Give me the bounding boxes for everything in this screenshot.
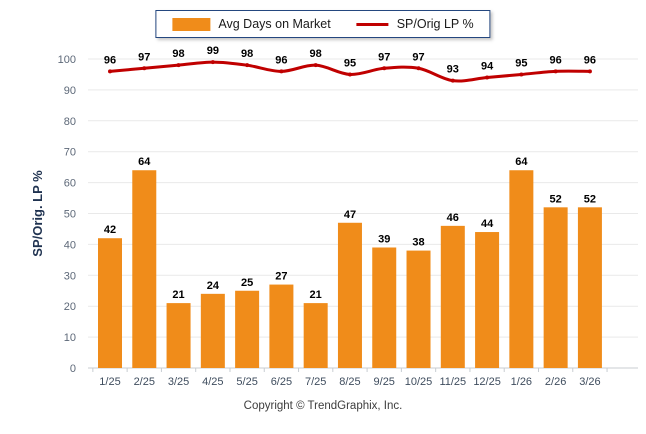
bar-value-label: 38 — [412, 237, 424, 249]
x-tick-label: 8/25 — [339, 376, 360, 388]
bar — [543, 207, 568, 368]
line-value-label: 96 — [584, 54, 596, 66]
bar-value-label: 27 — [275, 271, 287, 283]
line-point-marker — [210, 60, 215, 65]
line-point-marker — [176, 63, 181, 68]
line-point-marker — [587, 69, 592, 74]
y-tick-label: 0 — [70, 363, 76, 375]
line-value-label: 98 — [241, 48, 253, 60]
line-point-marker — [279, 69, 284, 74]
bar — [132, 170, 157, 368]
line-point-marker — [485, 75, 490, 80]
bar-value-label: 42 — [104, 224, 116, 236]
line-value-label: 98 — [172, 48, 184, 60]
line-point-marker — [416, 66, 421, 71]
line-point-marker — [382, 66, 387, 71]
bar-value-label: 39 — [378, 233, 390, 245]
bar — [303, 303, 328, 368]
bar — [269, 284, 294, 368]
x-tick-label: 2/26 — [545, 376, 566, 388]
line-value-label: 96 — [275, 54, 287, 66]
line-point-marker — [347, 72, 352, 77]
bar — [235, 290, 260, 368]
x-tick-label: 4/25 — [202, 376, 223, 388]
line-point-marker — [108, 69, 112, 74]
bar-value-label: 64 — [515, 156, 528, 168]
y-tick-label: 80 — [64, 116, 76, 128]
y-axis-title: SP/Orig. LP % — [30, 170, 45, 257]
bar — [440, 225, 465, 368]
line-point-marker — [313, 63, 318, 68]
legend: Avg Days on Market SP/Orig LP % — [155, 10, 491, 38]
line-value-label: 97 — [138, 51, 150, 63]
bar-value-label: 44 — [481, 218, 494, 230]
y-tick-label: 20 — [64, 301, 76, 313]
line-value-label: 94 — [481, 61, 494, 73]
x-tick-label: 6/25 — [271, 376, 292, 388]
line-value-label: 95 — [344, 57, 356, 69]
x-tick-label: 1/25 — [99, 376, 120, 388]
line-value-label: 95 — [515, 57, 527, 69]
bar — [406, 250, 431, 368]
bar-value-label: 47 — [344, 209, 356, 221]
line-value-label: 97 — [378, 51, 390, 63]
x-tick-label: 10/25 — [405, 376, 433, 388]
x-tick-label: 12/25 — [473, 376, 501, 388]
line-value-label: 99 — [207, 45, 219, 57]
bar-value-label: 24 — [207, 280, 220, 292]
bar — [166, 303, 191, 368]
line-series-label: SP/Orig LP % — [396, 17, 474, 31]
bar — [200, 293, 225, 368]
y-tick-label: 30 — [64, 270, 76, 282]
bar-value-label: 21 — [310, 289, 322, 301]
bar — [475, 232, 500, 368]
x-tick-label: 7/25 — [305, 376, 326, 388]
line-series-swatch — [356, 22, 389, 26]
line-value-label: 97 — [412, 51, 424, 63]
y-tick-label: 100 — [58, 54, 76, 66]
bar-series-swatch — [172, 17, 211, 31]
y-tick-label: 10 — [64, 332, 76, 344]
bar-value-label: 52 — [550, 193, 562, 205]
line-point-marker — [245, 63, 250, 68]
x-tick-label: 11/25 — [439, 376, 466, 388]
bar-value-label: 64 — [138, 156, 151, 168]
line-value-label: 96 — [550, 54, 562, 66]
bar-series-label: Avg Days on Market — [218, 17, 331, 31]
x-tick-label: 9/25 — [374, 376, 395, 388]
bar-value-label: 46 — [447, 212, 459, 224]
x-tick-label: 3/26 — [579, 376, 600, 388]
line-value-label: 98 — [310, 48, 322, 60]
y-tick-label: 70 — [64, 147, 76, 159]
bar — [372, 247, 397, 368]
line-point-marker — [553, 69, 558, 74]
y-tick-label: 50 — [64, 209, 76, 221]
bar-value-label: 52 — [584, 193, 596, 205]
line-point-marker — [142, 66, 147, 71]
copyright: Copyright © TrendGraphix, Inc. — [243, 400, 403, 412]
bar-value-label: 21 — [172, 289, 184, 301]
x-tick-label: 2/25 — [134, 376, 155, 388]
x-tick-label: 5/25 — [236, 376, 257, 388]
line-value-label: 96 — [104, 54, 116, 66]
bar — [509, 170, 534, 368]
line-point-marker — [519, 72, 524, 77]
bar-value-label: 25 — [241, 277, 253, 289]
x-tick-label: 3/25 — [168, 376, 189, 388]
y-tick-label: 90 — [64, 85, 76, 97]
y-tick-label: 40 — [64, 239, 76, 251]
bar — [98, 238, 122, 368]
x-tick-label: 1/26 — [511, 376, 532, 388]
line-point-marker — [450, 78, 455, 83]
y-tick-label: 60 — [64, 178, 76, 190]
line-value-label: 93 — [447, 64, 459, 76]
bar — [577, 207, 602, 368]
bar — [337, 222, 362, 368]
